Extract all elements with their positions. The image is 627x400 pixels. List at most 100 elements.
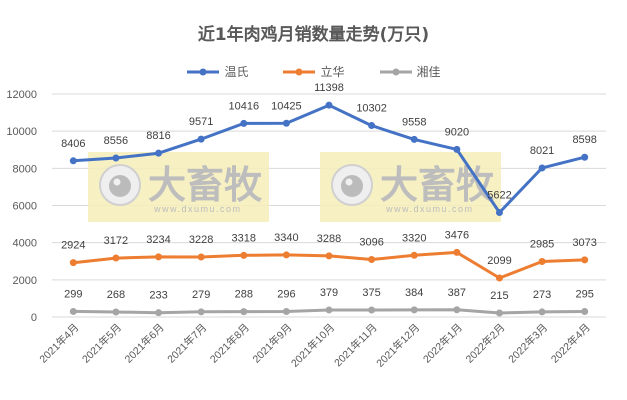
legend-label: 温氏 <box>224 65 249 79</box>
data-label: 8021 <box>530 145 554 157</box>
data-point <box>410 306 418 314</box>
data-point <box>538 164 546 172</box>
data-label: 8406 <box>61 138 85 150</box>
data-point <box>410 251 418 259</box>
data-point <box>453 248 461 256</box>
x-tick-label: 2022年3月 <box>506 321 551 366</box>
data-point <box>410 135 418 143</box>
x-tick-label: 2022年2月 <box>463 321 508 366</box>
data-label: 3096 <box>359 236 383 248</box>
data-point <box>325 252 333 260</box>
data-point <box>240 308 248 316</box>
legend-item-wens: 温氏 <box>186 63 248 80</box>
data-point <box>581 153 589 161</box>
data-point <box>197 308 205 316</box>
data-label: 3476 <box>445 229 469 241</box>
data-label: 233 <box>149 290 167 302</box>
data-label: 8816 <box>146 130 170 142</box>
data-point <box>69 157 77 165</box>
y-tick-label: 8000 <box>13 163 37 175</box>
svg-text:大畜牧: 大畜牧 <box>380 165 495 207</box>
x-tick-label: 2022年4月 <box>548 321 593 366</box>
data-point <box>538 258 546 266</box>
x-tick-label: 2021年6月 <box>122 321 167 366</box>
data-point <box>155 149 163 157</box>
data-point <box>538 308 546 316</box>
legend-item-xiangjia: 湘佳 <box>379 63 441 80</box>
data-point <box>112 308 120 316</box>
data-point <box>325 101 333 109</box>
data-label: 9571 <box>189 116 213 128</box>
data-point <box>155 309 163 317</box>
x-tick-label: 2021年10月 <box>288 321 337 370</box>
svg-text:www.dxumu.com: www.dxumu.com <box>385 204 474 214</box>
data-point <box>69 307 77 315</box>
data-label: 379 <box>320 287 338 299</box>
data-label: 3340 <box>274 232 298 244</box>
data-label: 215 <box>490 290 508 302</box>
y-tick-label: 2000 <box>13 275 37 287</box>
data-label: 9558 <box>402 116 426 128</box>
data-point <box>453 145 461 153</box>
y-tick-label: 10000 <box>6 126 37 138</box>
svg-text:www.dxumu.com: www.dxumu.com <box>153 204 242 214</box>
data-point <box>197 135 205 143</box>
x-tick-label: 2021年5月 <box>79 321 124 366</box>
data-point <box>112 254 120 262</box>
data-point <box>282 119 290 127</box>
data-label: 384 <box>405 287 423 299</box>
data-label: 375 <box>362 287 380 299</box>
data-label: 10416 <box>228 100 259 112</box>
data-label: 11398 <box>314 82 344 94</box>
data-point <box>368 306 376 314</box>
data-point <box>368 255 376 263</box>
data-label: 10425 <box>271 100 302 112</box>
data-point <box>453 306 461 314</box>
data-label: 295 <box>576 289 594 301</box>
data-label: 279 <box>192 289 210 301</box>
data-label: 3288 <box>317 233 341 245</box>
x-tick-label: 2021年9月 <box>250 321 295 366</box>
data-label: 3318 <box>232 232 256 244</box>
data-point <box>581 308 589 316</box>
data-label: 296 <box>277 288 295 300</box>
legend-line-icon <box>283 68 316 75</box>
data-label: 2924 <box>61 240 85 252</box>
y-tick-label: 6000 <box>13 201 37 213</box>
data-point <box>495 309 503 317</box>
data-point <box>155 253 163 261</box>
legend-line-icon <box>379 68 412 75</box>
data-label: 8598 <box>572 134 596 146</box>
y-tick-label: 0 <box>31 312 37 324</box>
x-tick-label: 2021年7月 <box>165 321 210 366</box>
svg-text:大畜牧: 大畜牧 <box>148 165 263 207</box>
data-label: 10302 <box>356 103 387 115</box>
data-label: 5622 <box>487 190 511 202</box>
data-point <box>240 119 248 127</box>
data-point <box>282 307 290 315</box>
data-point <box>282 251 290 259</box>
x-tick-label: 2021年4月 <box>37 321 82 366</box>
data-label: 387 <box>448 287 466 299</box>
data-point <box>495 274 503 282</box>
data-label: 3172 <box>104 235 128 247</box>
data-label: 2099 <box>487 255 511 267</box>
data-label: 288 <box>235 289 253 301</box>
data-label: 3073 <box>572 237 596 249</box>
y-tick-label: 12000 <box>6 89 37 101</box>
x-tick-label: 2021年8月 <box>207 321 252 366</box>
data-label: 3320 <box>402 232 426 244</box>
data-point <box>325 306 333 314</box>
data-label: 3234 <box>146 234 170 246</box>
data-label: 9020 <box>445 126 469 138</box>
legend: 温氏 立华 湘佳 <box>0 63 627 80</box>
data-label: 268 <box>107 289 125 301</box>
data-label: 3228 <box>189 234 213 246</box>
data-label: 273 <box>533 289 551 301</box>
data-point <box>495 209 503 217</box>
chart-title: 近1年肉鸡月销数量走势(万只) <box>197 25 430 45</box>
y-tick-label: 4000 <box>13 238 37 250</box>
